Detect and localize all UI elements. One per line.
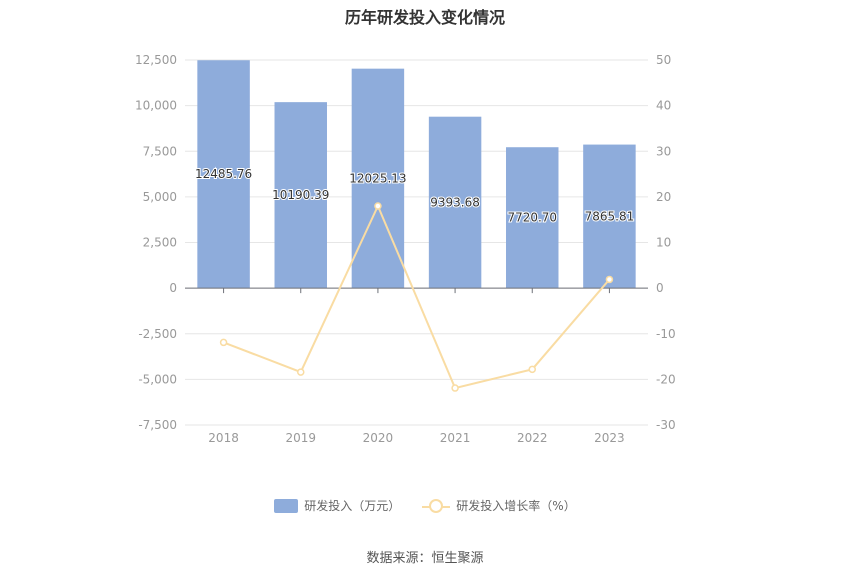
growth-rate-point (605, 275, 614, 284)
bar-value-label: 10190.39 (272, 188, 329, 202)
y-right-tick-label: -20 (656, 372, 676, 386)
y-right-tick-label: 50 (656, 53, 671, 67)
y-right-tick-label: 30 (656, 144, 671, 158)
bar (351, 68, 405, 289)
legend-label-rd-investment: 研发投入（万元） (304, 499, 401, 513)
y-right-tick-label: 10 (656, 236, 671, 250)
y-right-tick-label: -10 (656, 327, 676, 341)
bar (583, 144, 636, 289)
legend-label-growth-rate: 研发投入增长率（%） (456, 499, 576, 513)
y-left-tick-label: 12,500 (135, 53, 177, 67)
legend-bar-swatch (274, 498, 299, 513)
y-right-tick-label: 40 (656, 99, 671, 113)
legend-line-marker-icon (422, 498, 451, 513)
x-tick-label: 2019 (285, 431, 316, 445)
data-source: 数据来源：恒生聚源 (366, 551, 484, 566)
growth-rate-point (528, 365, 536, 374)
x-tick-label: 2020 (363, 431, 394, 445)
bar (197, 60, 250, 289)
x-tick-label: 2021 (440, 431, 471, 445)
growth-rate-point (297, 368, 305, 376)
bar (428, 116, 482, 289)
bar (274, 102, 327, 289)
bar-value-label: 9393.68 (430, 195, 480, 209)
bar-value-label: 7720.70 (507, 211, 557, 225)
x-tick-label: 2022 (517, 431, 548, 445)
y-left-tick-label: 2,500 (143, 236, 177, 250)
y-left-tick-label: 7,500 (143, 144, 177, 158)
y-left-tick-label: -5,000 (138, 372, 177, 386)
legend-item-rd-investment[interactable]: 研发投入（万元） (274, 497, 400, 514)
bar-value-label: 12025.13 (349, 171, 406, 185)
y-left-tick-label: -2,500 (138, 327, 177, 341)
growth-rate-line (223, 203, 611, 390)
bar (506, 147, 559, 289)
chart-legend: 研发投入（万元） 研发投入增长率（%） (0, 497, 850, 514)
x-tick-label: 2018 (208, 431, 239, 445)
bar-value-label: 7865.81 (585, 209, 635, 223)
chart-title: 历年研发投入变化情况 (344, 8, 505, 27)
bar-value-label: 12485.76 (195, 167, 252, 181)
y-right-tick-label: 20 (656, 190, 671, 204)
y-left-tick-label: -7,500 (138, 418, 177, 432)
legend-item-growth-rate[interactable]: 研发投入增长率（%） (422, 497, 576, 514)
growth-rate-point (219, 338, 228, 347)
y-left-tick-label: 0 (169, 281, 177, 295)
x-tick-label: 2023 (594, 431, 625, 445)
y-left-tick-label: 10,000 (135, 99, 177, 113)
growth-rate-point (451, 384, 459, 392)
growth-rate-point (374, 202, 382, 210)
y-right-tick-label: -30 (656, 418, 676, 432)
y-right-tick-label: 0 (656, 281, 664, 295)
y-left-tick-label: 5,000 (143, 190, 177, 204)
